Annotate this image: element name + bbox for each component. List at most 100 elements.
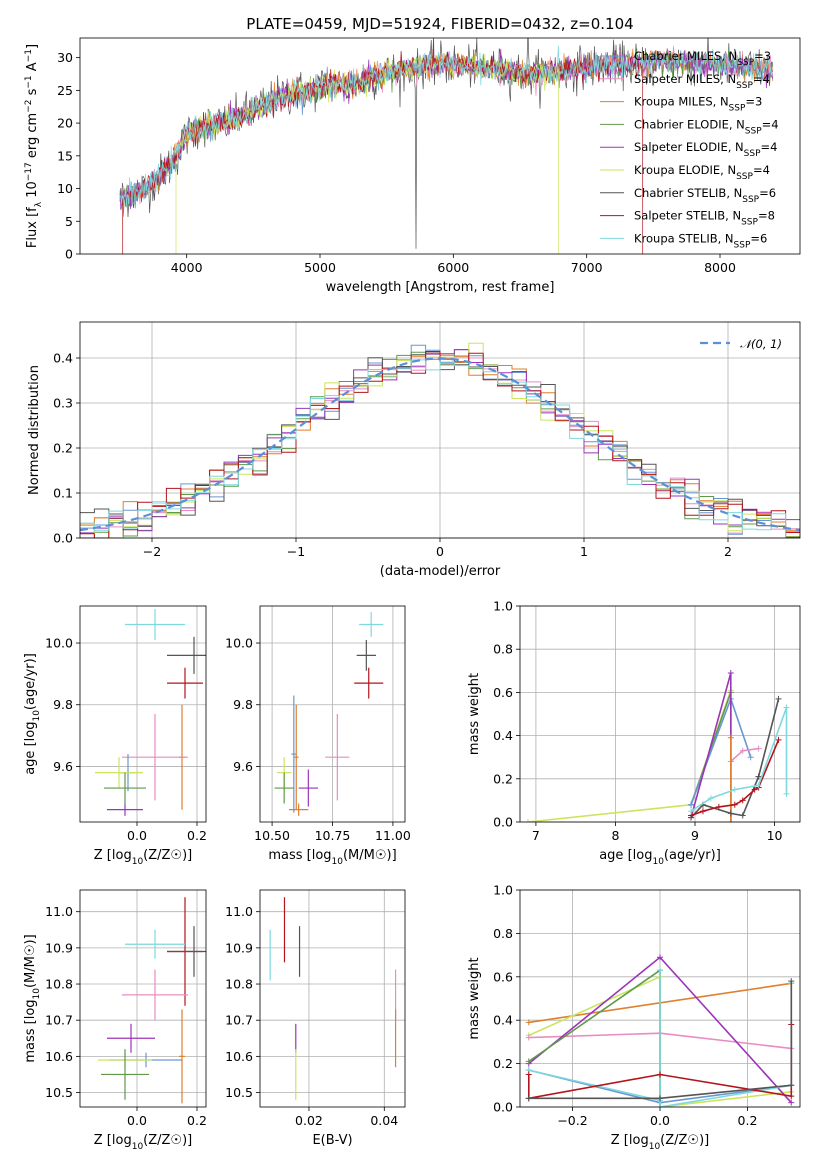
y-tick-label: 11.0 xyxy=(225,904,253,919)
x-axis-label: (data-model)/error xyxy=(380,564,501,579)
label-sub: 10 xyxy=(332,857,344,867)
label-part: (Z/Z☉)] xyxy=(660,1133,709,1148)
y-tick-label: 20 xyxy=(57,116,73,131)
label-part: Z [ xyxy=(94,1133,112,1148)
y-tick-label: 0.0 xyxy=(493,815,513,830)
mass-vs-Z-panel: 0.0 0.210.510.610.710.810.911.0Z [log10(Z… xyxy=(23,889,207,1152)
x-tick-label: 2 xyxy=(724,544,732,559)
weight-marker-salpeter_stelib xyxy=(739,797,746,804)
label-part: Kroupa MILES, N xyxy=(634,95,729,109)
y-axis-label: mass weight xyxy=(467,673,482,755)
label-sub: SSP xyxy=(736,81,753,91)
axes-frame xyxy=(519,605,801,823)
label-part: log xyxy=(312,848,332,863)
weight-marker-chabrier_stelib xyxy=(788,1082,795,1089)
spectrum-line-kroupa_stelib xyxy=(119,45,774,208)
label-part: =4 xyxy=(761,140,778,154)
label-sub: SSP xyxy=(729,104,746,114)
x-axis-label: E(B-V) xyxy=(312,1133,352,1148)
weight-marker-kroupa_miles xyxy=(727,819,734,822)
x-tick-label: 5000 xyxy=(304,260,336,275)
plot-area xyxy=(98,897,206,1104)
x-tick-label: 0.0 xyxy=(650,1113,670,1128)
weight-marker-kroupa_miles xyxy=(727,734,734,741)
x-axis-label: Z [log10(Z/Z☉)] xyxy=(94,1133,192,1152)
label-sup: −17 xyxy=(24,162,34,181)
y-tick-label: 10.6 xyxy=(45,1049,73,1064)
x-axis-label: Z [log10(Z/Z☉)] xyxy=(94,848,192,867)
label-part: =8 xyxy=(758,209,775,223)
y-tick-label: 0.4 xyxy=(493,1013,513,1028)
y-tick-label: 0 xyxy=(65,247,73,262)
label-sup: −1 xyxy=(24,75,34,88)
label-sub: 10 xyxy=(649,1142,661,1152)
legend-label-kroupa_stelib: Kroupa STELIB, NSSP=6 xyxy=(634,231,767,250)
label-part: Chabrier MILES, N xyxy=(634,49,737,63)
label-sup: −1 xyxy=(24,49,34,62)
label-part: =3 xyxy=(745,95,762,109)
label-part: log xyxy=(112,848,132,863)
x-tick-label: 0.2 xyxy=(187,828,207,843)
y-tick-label: 10.8 xyxy=(45,977,73,992)
normal-curve xyxy=(80,357,800,532)
label-sub: SSP xyxy=(737,58,754,68)
x-tick-label: 0.0 xyxy=(127,828,147,843)
label-part: =4 xyxy=(753,163,770,177)
spectrum-line-chabrier_stelib xyxy=(119,38,774,249)
weight-marker-salpeter_stelib xyxy=(525,1071,532,1078)
label-part: Chabrier ELODIE, N xyxy=(634,117,745,131)
label-sub: λ xyxy=(34,201,44,207)
weight-marker-salpeter_elodie xyxy=(788,1099,795,1106)
y-tick-label: 15 xyxy=(57,148,73,163)
label-part: Z [ xyxy=(611,1133,629,1148)
label-part: Kroupa STELIB, N xyxy=(634,231,734,245)
age-vs-mass-panel: 10.50 10.75 11.00 9.6 9.8 10.0 mass [log10(M/M… xyxy=(225,605,411,867)
y-tick-label: 0.4 xyxy=(493,728,513,743)
weight-line-chabrier_elodie xyxy=(690,692,732,822)
weight-marker-kroupa_elodie xyxy=(524,819,531,822)
y-tick-label: 10.7 xyxy=(225,1013,253,1028)
weight-line-chabrier_stelib xyxy=(528,981,793,1100)
label-part: age [ xyxy=(599,848,632,863)
label-part: log xyxy=(633,848,653,863)
label-part: (Z/Z☉)] xyxy=(143,848,192,863)
age-vs-Z-panel: 0.0 0.29.69.810.0Z [log10(Z/Z☉)]age [log1… xyxy=(23,605,207,867)
y-tick-label: 10.0 xyxy=(45,636,73,651)
y-tick-label: 0.1 xyxy=(53,486,73,501)
y-tick-label: 0.6 xyxy=(493,685,513,700)
y-tick-label: 10 xyxy=(57,181,73,196)
mass-weight-vs-Z-panel: −0.2 0.0 0.2 0.0 0.2 0.4 0.6 0.8 1.0 Z [log10(Z/Z… xyxy=(467,883,801,1152)
weight-line-kroupa_elodie xyxy=(527,689,732,822)
y-tick-label: 9.6 xyxy=(233,759,253,774)
weight-marker-chabrier_stelib xyxy=(739,812,746,819)
label-part: =6 xyxy=(759,186,776,200)
plot-area xyxy=(80,342,800,538)
weight-marker-kroupa_stelib xyxy=(707,795,714,802)
label-sub: 10 xyxy=(132,1142,144,1152)
plot-area xyxy=(524,669,790,822)
label-sub: 10 xyxy=(132,857,144,867)
y-tick-label: 0.8 xyxy=(493,642,513,657)
residuals-panel: −2 −1 0 1 2 0.0 0.1 0.2 0.3 0.4 (data-model)/error… xyxy=(27,321,801,579)
x-tick-label: 6000 xyxy=(437,260,469,275)
y-axis-label: age [log10(age/yr)] xyxy=(23,653,42,775)
legend-label-salpeter_miles: Salpeter MILES, NSSP=4 xyxy=(634,72,770,91)
weight-line-kroupa_stelib xyxy=(528,970,793,1107)
weight-marker-salpeter_miles xyxy=(755,745,762,752)
weight-marker-salpeter_stelib xyxy=(699,808,706,815)
x-axis-label: mass [log10(M/M☉)] xyxy=(268,848,396,867)
label-part: Salpeter STELIB, N xyxy=(634,209,741,223)
label-part: Normed distribution xyxy=(27,365,42,495)
x-tick-label: 0.04 xyxy=(370,1113,398,1128)
x-tick-label: 7 xyxy=(532,828,540,843)
y-tick-label: 1.0 xyxy=(493,883,513,898)
label-part: (Z/Z☉)] xyxy=(143,1133,192,1148)
axes-frame xyxy=(79,605,207,823)
legend-label-normal: 𝒩(0, 1) xyxy=(740,337,782,351)
y-tick-label: 10.9 xyxy=(225,940,253,955)
y-tick-label: 10.5 xyxy=(225,1085,253,1100)
weight-marker-chabrier_elodie xyxy=(525,1058,532,1065)
label-part: log xyxy=(112,1133,132,1148)
